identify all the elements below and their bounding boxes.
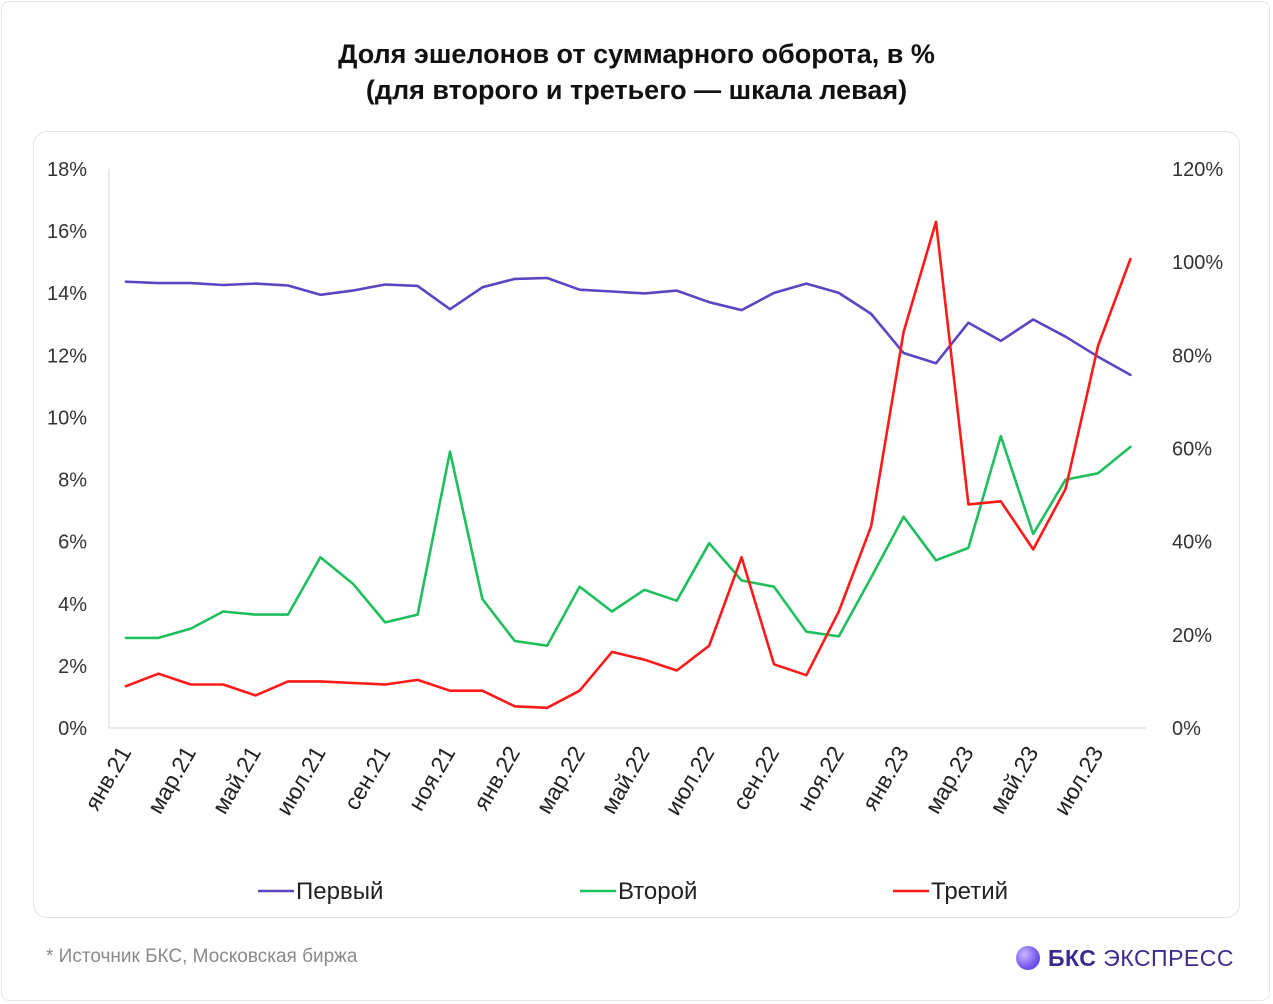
x-tick: янв.21 xyxy=(79,742,136,815)
left-tick-label: 14% xyxy=(47,283,87,305)
left-tick-label: 2% xyxy=(58,656,87,678)
x-tick-label: май.22 xyxy=(595,742,654,819)
left-tick-label: 12% xyxy=(47,345,87,367)
x-tick: сен.22 xyxy=(727,742,784,815)
brand-logo: БКС ЭКСПРЕСС xyxy=(1016,944,1234,972)
x-tick: ноя.21 xyxy=(403,742,460,816)
x-tick-label: ноя.22 xyxy=(792,742,849,816)
legend-label: Второй xyxy=(618,878,697,905)
x-tick-label: янв.21 xyxy=(79,742,136,815)
x-tick-label: сен.21 xyxy=(339,742,396,815)
x-tick-label: мар.23 xyxy=(920,742,979,819)
x-axis-labels: янв.21 мар.21 май.21 июл.21 сен.21 ноя.21 янв.… xyxy=(79,742,1108,820)
x-tick-label: май.23 xyxy=(984,742,1043,819)
series-lines xyxy=(124,220,1132,710)
right-tick-label: 60% xyxy=(1172,439,1212,461)
x-tick-label: сен.22 xyxy=(727,742,784,815)
source-footnote: * Источник БКС, Московская биржа xyxy=(46,946,358,967)
right-tick-label: 120% xyxy=(1172,159,1223,181)
x-tick-label: янв.22 xyxy=(468,742,525,815)
x-tick: мар.22 xyxy=(531,742,590,819)
x-tick: янв.22 xyxy=(468,742,525,815)
left-tick-label: 16% xyxy=(47,221,87,243)
x-tick: июл.21 xyxy=(271,742,331,820)
brand-mark-icon xyxy=(1016,946,1040,970)
chart-title-line-1: Доля эшелонов от суммарного оборота, в % xyxy=(338,39,935,69)
left-tick-label: 6% xyxy=(58,532,87,554)
x-tick-label: май.21 xyxy=(207,742,266,819)
series-line-Второй xyxy=(124,434,1132,648)
x-tick-label: янв.23 xyxy=(857,742,914,815)
x-tick: май.22 xyxy=(595,742,654,819)
chart-title: Доля эшелонов от суммарного оборота, в %… xyxy=(0,36,1273,108)
x-tick: май.23 xyxy=(984,742,1043,819)
left-tick-label: 8% xyxy=(58,470,87,492)
left-tick-label: 18% xyxy=(47,159,87,181)
right-tick-label: 40% xyxy=(1172,532,1212,554)
x-tick: июл.22 xyxy=(660,742,720,820)
chart-axes: 0% 2% 4% 6% 8% 10% 12% 14% 16% 18% 0% 20% 40% 60% 80% 1… xyxy=(47,159,1223,740)
x-tick: июл.23 xyxy=(1048,742,1108,820)
right-tick-label: 80% xyxy=(1172,345,1212,367)
x-tick: мар.21 xyxy=(142,742,201,819)
x-tick-label: июл.23 xyxy=(1048,742,1108,820)
x-tick-label: июл.22 xyxy=(660,742,720,820)
legend-label: Первый xyxy=(296,878,383,905)
x-tick-label: мар.21 xyxy=(142,742,201,819)
x-tick-label: ноя.21 xyxy=(403,742,460,816)
right-tick-label: 20% xyxy=(1172,625,1212,647)
right-tick-label: 100% xyxy=(1172,252,1223,274)
legend-label: Третий xyxy=(931,878,1008,905)
x-tick: ноя.22 xyxy=(792,742,849,816)
x-tick: сен.21 xyxy=(339,742,396,815)
x-tick-label: мар.22 xyxy=(531,742,590,819)
left-tick-label: 10% xyxy=(47,407,87,429)
left-tick-label: 4% xyxy=(58,594,87,616)
brand-text-rest: ЭКСПРЕСС xyxy=(1096,944,1234,971)
x-tick: мар.23 xyxy=(920,742,979,819)
series-line-Третий xyxy=(124,220,1132,710)
right-tick-label: 0% xyxy=(1172,718,1201,740)
series-line-Первый xyxy=(124,276,1132,377)
brand-text: БКС ЭКСПРЕСС xyxy=(1048,945,1234,972)
brand-text-strong: БКС xyxy=(1048,944,1097,971)
chart-title-line-2: (для второго и третьего — шкала левая) xyxy=(365,75,908,105)
x-tick: май.21 xyxy=(207,742,266,819)
x-tick-label: июл.21 xyxy=(271,742,331,820)
chart-legend: Первый Второй Третий xyxy=(258,878,1008,905)
left-tick-label: 0% xyxy=(58,718,87,740)
x-tick: янв.23 xyxy=(857,742,914,815)
